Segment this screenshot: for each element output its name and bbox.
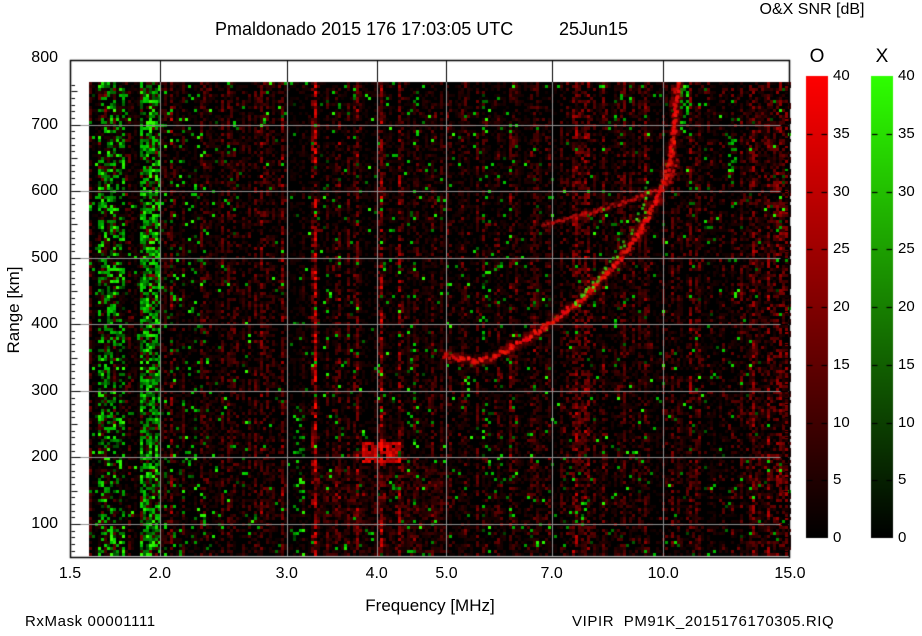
x-colorbar-tick-label: 40 xyxy=(898,67,915,84)
footer-rxmask: RxMask 00001111 xyxy=(25,613,156,630)
x-colorbar-tick-label: 0 xyxy=(898,529,907,546)
o-colorbar-tick-label: 5 xyxy=(833,471,842,489)
x-tick-label: 2.0 xyxy=(148,565,172,582)
y-tick-label: 200 xyxy=(31,448,58,466)
x-tick-label: 3.0 xyxy=(275,565,298,582)
x-colorbar-tick-label: 10 xyxy=(898,413,915,431)
y-axis-title: Range [km] xyxy=(4,266,23,354)
o-colorbar-tick-label: 40 xyxy=(833,67,850,84)
x-colorbar-tick-label: 35 xyxy=(898,124,915,142)
y-tick-label: 100 xyxy=(31,514,58,532)
x-colorbar-label: X xyxy=(875,46,889,67)
y-tick-label: 300 xyxy=(31,381,58,399)
o-colorbar-tick-label: 10 xyxy=(833,413,850,431)
x-colorbar-tick-label: 5 xyxy=(898,471,907,489)
x-tick-label: 4.0 xyxy=(365,565,388,582)
y-tick-label: 700 xyxy=(31,115,58,133)
x-colorbar-tick-label: 20 xyxy=(898,298,915,315)
o-colorbar-tick-label: 20 xyxy=(833,298,850,315)
o-colorbar-tick-label: 15 xyxy=(833,355,850,373)
x-axis-title: Frequency [MHz] xyxy=(365,596,495,615)
o-colorbar-tick-label: 25 xyxy=(833,240,850,258)
y-tick-label: 800 xyxy=(31,49,58,66)
x-colorbar-tick-label: 30 xyxy=(898,182,915,200)
o-colorbar-label: O xyxy=(809,46,825,67)
y-tick-label: 400 xyxy=(31,315,58,333)
x-colorbar-tick-label: 25 xyxy=(898,240,915,258)
x-tick-label: 7.0 xyxy=(540,565,563,582)
x-tick-label: 5.0 xyxy=(435,565,458,582)
x-tick-label: 10.0 xyxy=(647,565,679,582)
x-colorbar-tick-label: 15 xyxy=(898,355,915,373)
x-tick-label: 1.5 xyxy=(58,565,82,582)
y-tick-label: 600 xyxy=(31,182,58,200)
o-colorbar-tick-label: 30 xyxy=(833,182,850,200)
footer-filename: VIPIR PM91K_2015176170305.RIQ xyxy=(572,613,835,630)
x-tick-label: 15.0 xyxy=(774,565,806,582)
y-tick-label: 500 xyxy=(31,248,58,266)
o-colorbar-tick-label: 35 xyxy=(833,124,850,142)
o-colorbar-tick-label: 0 xyxy=(833,529,842,546)
